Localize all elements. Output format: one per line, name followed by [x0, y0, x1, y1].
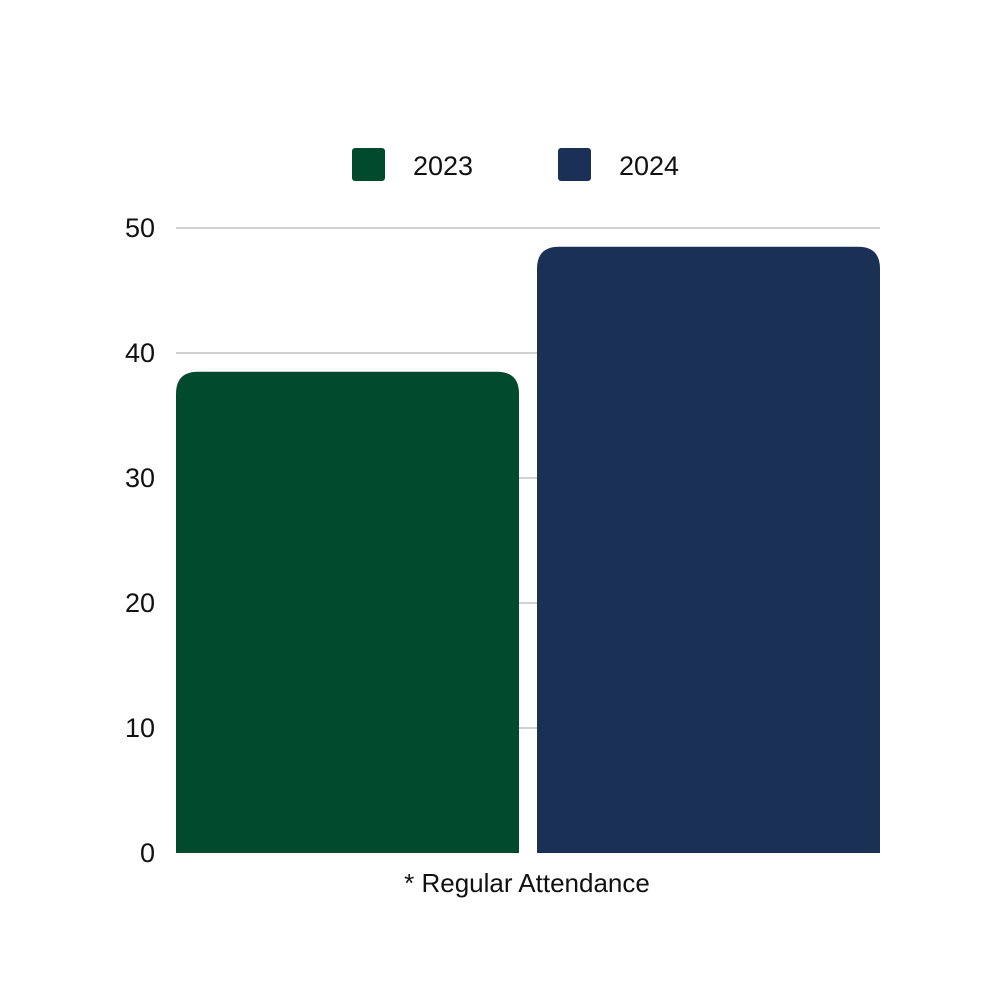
x-axis-labels: * Regular Attendance [404, 868, 650, 898]
y-tick-label-30: 30 [125, 463, 155, 493]
x-category-label: * Regular Attendance [404, 868, 650, 898]
bars [176, 246, 880, 853]
legend: 2023 2024 [352, 148, 679, 181]
y-axis-ticks: 0 10 20 30 40 50 [125, 213, 155, 868]
legend-swatch-2024 [558, 148, 591, 181]
y-tick-label-0: 0 [140, 838, 155, 868]
legend-swatch-2023 [352, 148, 385, 181]
legend-label-2024: 2024 [619, 151, 679, 181]
bar-2024 [537, 246, 880, 853]
y-tick-label-50: 50 [125, 213, 155, 243]
bar-2023 [176, 371, 519, 853]
y-tick-label-40: 40 [125, 338, 155, 368]
y-tick-label-20: 20 [125, 588, 155, 618]
legend-label-2023: 2023 [413, 151, 473, 181]
y-tick-label-10: 10 [125, 713, 155, 743]
